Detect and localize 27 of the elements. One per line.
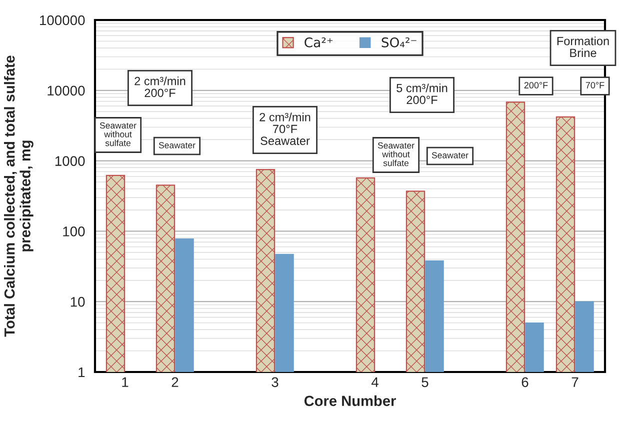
annotation: Seawater without sulfate (378, 142, 414, 166)
annotation: 200°F (524, 82, 548, 88)
legend-label: SO₄²⁻ (382, 37, 416, 48)
annotation: 5 cm³/min 200°F (396, 84, 448, 104)
x-tick-label: 2 (172, 377, 178, 387)
y-tick-label: 10 (70, 296, 85, 307)
x-tick-label: 3 (272, 377, 278, 388)
x-tick-label: 5 (422, 377, 428, 388)
annotation: 2 cm³/min 70°F Seawater (260, 112, 310, 146)
y-tick-label: 1000 (55, 156, 85, 166)
annotation: Seawater without sulfate (100, 122, 136, 146)
x-tick-label: 7 (572, 377, 578, 387)
y-tick-label: 100000 (40, 15, 85, 26)
annotation: 70°F (586, 82, 604, 88)
y-tick-label: 10000 (48, 86, 85, 96)
legend-label: Ca²⁺ (304, 37, 333, 48)
y-axis-title: Total Calcium collected, and total sulfate precipitated, mg (4, 56, 34, 337)
y-tick-label: 100 (63, 226, 85, 236)
x-tick-label: 6 (522, 377, 528, 388)
annotation: 2 cm³/min 200°F (134, 76, 186, 98)
annotation: Formation Brine (557, 36, 609, 58)
annotation: Seawater (432, 152, 468, 158)
x-axis-title: Core Number (304, 395, 396, 406)
x-tick-label: 1 (122, 377, 128, 387)
annotation: Seawater (158, 142, 196, 148)
x-tick-label: 4 (371, 377, 378, 387)
y-tick-label: 1 (78, 367, 85, 378)
